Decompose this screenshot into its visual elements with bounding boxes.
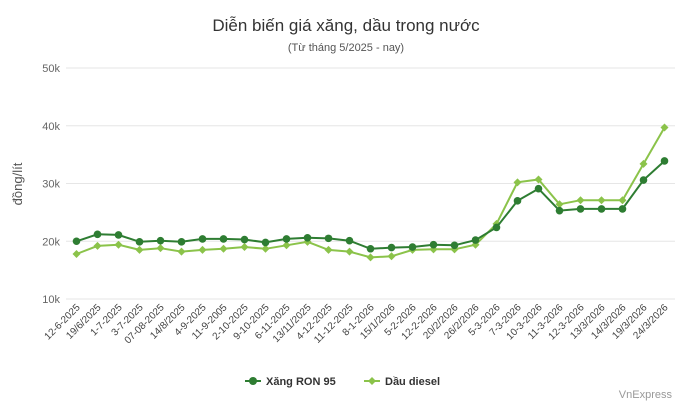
data-point[interactable] (597, 205, 606, 213)
data-point[interactable] (471, 236, 480, 244)
data-point[interactable] (450, 241, 459, 250)
legend-marker (368, 377, 376, 385)
data-point[interactable] (555, 200, 564, 209)
data-point[interactable] (177, 238, 186, 246)
data-point[interactable] (177, 247, 186, 256)
data-point[interactable] (408, 243, 417, 251)
chart-subtitle: (Từ tháng 5/2025 - nay) (288, 42, 404, 54)
series-line (76, 127, 666, 259)
data-point[interactable] (618, 205, 627, 213)
data-point[interactable] (324, 245, 333, 254)
legend-marker (249, 377, 257, 385)
x-axis-ticks: 12-6-202519/6/20251-7-20253-7-202507-08-… (43, 302, 671, 346)
data-point[interactable] (534, 184, 543, 193)
data-point[interactable] (345, 236, 354, 245)
data-point[interactable] (114, 240, 123, 249)
data-point[interactable] (282, 235, 291, 243)
series-layer (72, 123, 669, 262)
data-point[interactable] (198, 235, 207, 243)
data-point[interactable] (219, 235, 228, 243)
data-point[interactable] (135, 238, 144, 246)
data-point[interactable] (303, 233, 312, 242)
data-point[interactable] (387, 252, 396, 261)
data-point[interactable] (198, 245, 207, 254)
data-point[interactable] (618, 196, 627, 205)
data-point[interactable] (282, 241, 291, 250)
data-point[interactable] (555, 206, 564, 215)
data-point[interactable] (240, 235, 249, 244)
data-point[interactable] (240, 243, 249, 252)
data-point[interactable] (366, 244, 375, 253)
chart-title: Diễn biến giá xăng, dầu trong nước (212, 16, 480, 35)
data-point[interactable] (639, 159, 648, 168)
data-point[interactable] (366, 253, 375, 262)
data-point[interactable] (345, 247, 354, 256)
data-point[interactable] (93, 230, 102, 239)
legend-label[interactable]: Dầu diesel (385, 376, 440, 388)
data-point[interactable] (513, 197, 522, 205)
data-point[interactable] (135, 245, 144, 254)
data-point[interactable] (492, 223, 501, 232)
data-point[interactable] (72, 237, 81, 246)
data-point[interactable] (387, 243, 396, 252)
data-point[interactable] (156, 236, 165, 245)
data-point[interactable] (156, 244, 165, 253)
data-point[interactable] (576, 196, 585, 205)
data-point[interactable] (114, 231, 123, 239)
y-tick-label: 20k (42, 236, 60, 248)
data-point[interactable] (513, 178, 522, 187)
data-point[interactable] (261, 238, 270, 247)
data-point[interactable] (660, 123, 669, 132)
data-point[interactable] (261, 244, 270, 253)
data-point[interactable] (660, 157, 669, 165)
y-tick-label: 30k (42, 179, 60, 191)
data-point[interactable] (219, 244, 228, 253)
data-point[interactable] (72, 249, 81, 258)
legend: Xăng RON 95 Dầu diesel (245, 376, 440, 388)
data-point[interactable] (576, 205, 585, 213)
data-point[interactable] (93, 241, 102, 250)
data-point[interactable] (639, 176, 648, 184)
credit-label: VnExpress (619, 389, 673, 401)
series-line (76, 160, 666, 250)
gridlines (66, 67, 675, 300)
y-tick-label: 40k (42, 121, 60, 133)
data-point[interactable] (597, 196, 606, 205)
data-point[interactable] (534, 175, 543, 184)
y-tick-label: 10k (42, 294, 60, 306)
data-point[interactable] (429, 240, 438, 249)
legend-label[interactable]: Xăng RON 95 (266, 376, 336, 388)
y-axis-label: đồng/lít (10, 162, 25, 205)
y-tick-label: 50k (42, 63, 60, 75)
data-point[interactable] (324, 234, 333, 243)
y-axis-ticks: 10k 20k 30k 40k 50k (42, 63, 60, 306)
